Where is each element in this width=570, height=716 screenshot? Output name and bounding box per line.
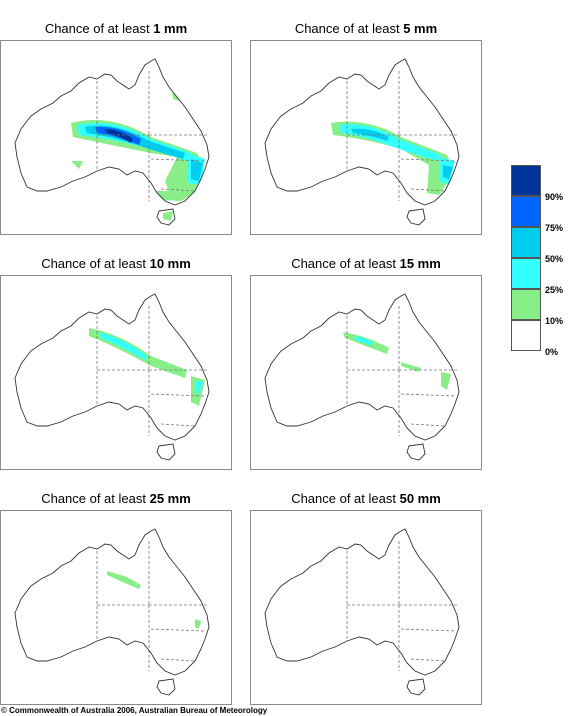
panel-title: Chance of at least 5 mm — [250, 20, 482, 38]
legend-swatch-10 — [511, 289, 541, 320]
legend-label-75: 75% — [545, 223, 564, 233]
title-amount: 50 mm — [399, 491, 441, 506]
legend-swatch-50 — [511, 227, 541, 258]
title-amount: 10 mm — [149, 256, 191, 271]
title-prefix: Chance of at least — [41, 491, 150, 506]
title-amount: 15 mm — [399, 256, 441, 271]
panel-title: Chance of at least 1 mm — [0, 20, 232, 38]
rainfall-map — [0, 40, 232, 235]
rainfall-map — [250, 40, 482, 235]
probability-legend: 90% 75% 50% 25% 10% 0% — [511, 165, 569, 360]
title-prefix: Chance of at least — [291, 256, 400, 271]
title-amount: 5 mm — [403, 21, 438, 36]
rainfall-map — [0, 275, 232, 470]
panel-title: Chance of at least 15 mm — [250, 255, 482, 273]
panel-title: Chance of at least 10 mm — [0, 255, 232, 273]
title-amount: 25 mm — [149, 491, 191, 506]
title-prefix: Chance of at least — [41, 256, 150, 271]
rainfall-map — [0, 510, 232, 705]
legend-swatch-90 — [511, 165, 541, 196]
title-prefix: Chance of at least — [291, 491, 400, 506]
title-prefix: Chance of at least — [44, 21, 154, 36]
legend-label-90: 90% — [545, 192, 564, 202]
legend-swatch-0 — [511, 320, 541, 351]
legend-label-10: 10% — [545, 316, 564, 326]
copyright-notice: © Commonwealth of Australia 2006, Austra… — [1, 706, 268, 715]
title-prefix: Chance of at least — [294, 21, 404, 36]
legend-label-50: 50% — [545, 254, 564, 264]
panel-title: Chance of at least 50 mm — [250, 490, 482, 508]
rainfall-map — [250, 510, 482, 705]
rainfall-map — [250, 275, 482, 470]
title-amount: 1 mm — [153, 21, 188, 36]
legend-label-0: 0% — [545, 347, 559, 357]
legend-swatch-25 — [511, 258, 541, 289]
panel-title: Chance of at least 25 mm — [0, 490, 232, 508]
legend-label-25: 25% — [545, 285, 564, 295]
legend-swatch-75 — [511, 196, 541, 227]
